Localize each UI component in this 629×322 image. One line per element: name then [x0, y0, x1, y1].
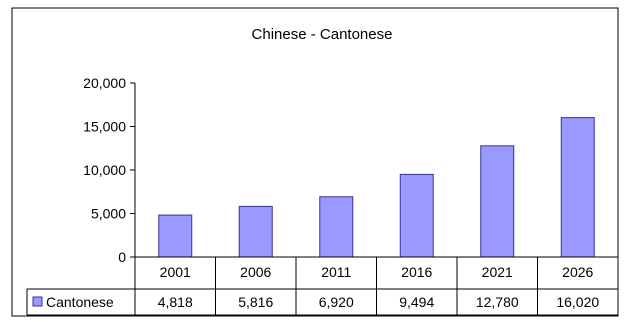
legend-key [32, 296, 43, 307]
data-label: 6,920 [319, 294, 354, 310]
x-tick-label: 2021 [482, 264, 513, 280]
plot-area: 0 5,000 10,000 15,000 20,000 [83, 75, 595, 265]
bar [319, 196, 354, 258]
data-label: 5,816 [238, 294, 273, 310]
bar [158, 214, 193, 258]
bar [238, 205, 273, 258]
data-label: 16,020 [556, 294, 599, 310]
bar [560, 117, 595, 258]
x-tick-label: 2026 [562, 264, 593, 280]
y-tick-label: 5,000 [91, 206, 126, 222]
data-label: 9,494 [399, 294, 434, 310]
y-tick-label: 20,000 [83, 75, 126, 91]
bar [480, 145, 515, 258]
chart-title: Chinese - Cantonese [252, 26, 393, 43]
data-label: 4,818 [158, 294, 193, 310]
y-tick-label: 15,000 [83, 119, 126, 135]
data-label: 12,780 [476, 294, 519, 310]
x-tick-label: 2006 [240, 264, 271, 280]
bar [399, 173, 434, 258]
y-tick-label: 0 [118, 249, 126, 265]
y-tick-label: 10,000 [83, 162, 126, 178]
x-tick-label: 2016 [401, 264, 432, 280]
legend-label: Cantonese [46, 294, 114, 310]
x-tick-label: 2001 [160, 264, 191, 280]
chart-border [11, 7, 619, 317]
data-table: 2001 2006 2011 2016 2021 2026 Cantonese 4,818 5,… [26, 256, 619, 316]
x-tick-label: 2011 [321, 264, 351, 280]
